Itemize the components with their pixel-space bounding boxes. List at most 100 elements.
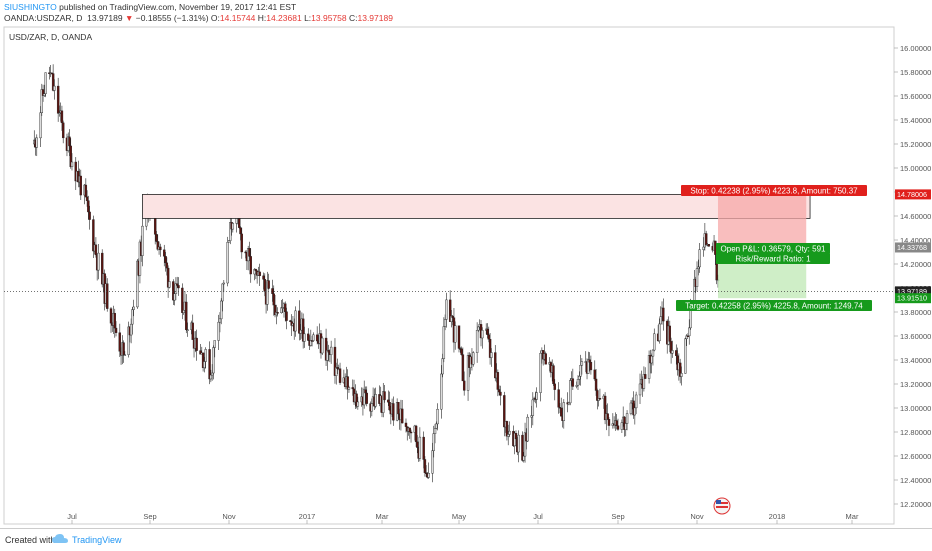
candle-body (182, 310, 185, 313)
candle-body (615, 420, 618, 426)
candle-body (303, 333, 306, 342)
candle-body (552, 365, 555, 385)
candle-body (263, 279, 267, 292)
y-tick-label: 14.40000 (900, 236, 931, 245)
price-axis[interactable]: 16.00000 15.80000 15.60000 15.40000 15.20000… (894, 44, 931, 509)
rr-label: Risk/Reward Ratio: 1 (735, 255, 811, 264)
candle-body (68, 136, 71, 147)
x-tick-label: Jul (67, 512, 77, 521)
publish-line: SIUSHINGTO published on TradingView.com,… (4, 2, 296, 12)
candle-body (231, 223, 235, 230)
candle-body (685, 335, 688, 340)
entry-price-tag: 14.33768 (897, 243, 927, 252)
candle-body (35, 137, 38, 148)
pnl-label: Open P&L: 0.36579, Qty: 591 (721, 245, 827, 254)
open-value: 14.15744 (219, 13, 256, 23)
candle-body (457, 325, 461, 349)
candle-body (346, 376, 349, 390)
candle-body (477, 326, 480, 331)
candle-body (481, 330, 484, 339)
candle-body (557, 389, 560, 408)
y-tick-label: 12.60000 (900, 452, 931, 461)
candle-body (122, 342, 125, 356)
target-label-bg (676, 300, 872, 311)
candle-body (163, 249, 166, 257)
stop-price-tag: 14.78006 (897, 190, 927, 199)
candle-body (418, 436, 422, 459)
candle-body (629, 402, 633, 414)
author-link[interactable]: SIUSHINGTO (4, 2, 57, 12)
y-tick-label: 16.00000 (900, 44, 931, 53)
x-tick-label: Mar (376, 512, 389, 521)
last-price: 13.97189 (87, 13, 123, 23)
candle-body (642, 374, 646, 389)
candle-body (208, 349, 211, 380)
candle-body (668, 325, 672, 342)
x-tick-label: Sep (143, 512, 156, 521)
candle-body (195, 337, 198, 351)
candle-body (675, 350, 678, 356)
candle-body (475, 330, 479, 353)
candle-body (624, 423, 627, 430)
candle-body (530, 415, 533, 418)
candle-body (544, 353, 547, 365)
x-tick-label: Sep (611, 512, 624, 521)
candle-body (365, 392, 368, 404)
candle-body (204, 349, 207, 362)
candle-body (315, 334, 319, 342)
candle-body (404, 422, 408, 427)
candle-body (106, 283, 109, 309)
resistance-zone[interactable] (142, 193, 811, 219)
candle-body (213, 340, 216, 348)
y-tick-label: 12.40000 (900, 476, 931, 485)
candle-body (531, 399, 535, 416)
candle-body (181, 287, 184, 313)
candle-body (490, 352, 493, 358)
candle-body (607, 418, 611, 426)
candle-body (431, 450, 434, 474)
y-tick-label: 12.80000 (900, 428, 931, 437)
candle-body (517, 434, 520, 453)
candle-body (486, 328, 489, 335)
candle-body (168, 281, 171, 288)
candles-layer (33, 64, 720, 483)
candle-body (347, 387, 351, 390)
candle-body (594, 378, 598, 391)
candle-body (174, 283, 178, 294)
candle-body (85, 196, 89, 201)
candle-body (671, 350, 674, 354)
candle-body (70, 161, 74, 167)
publish-info: published on TradingView.com, November 1… (59, 2, 297, 12)
candle-body (443, 319, 447, 327)
y-tick-label: 14.60000 (900, 212, 931, 221)
candle-body (113, 312, 116, 329)
candle-body (588, 359, 591, 363)
price-chart[interactable]: USD/ZAR, D, OANDA Stop: 0.42238 (2.95%) … (0, 0, 932, 526)
y-tick-label: 13.00000 (900, 404, 931, 413)
candle-body (186, 329, 189, 331)
candle-body (97, 252, 100, 271)
time-axis[interactable]: Jul Sep Nov 2017 Mar May Jul Sep Nov 2018 Mar (67, 512, 859, 524)
stop-zone[interactable] (717, 194, 807, 248)
y-tick-label: 12.20000 (900, 500, 931, 509)
candle-body (688, 327, 691, 337)
candle-body (462, 380, 466, 391)
y-tick-label: 13.20000 (900, 380, 931, 389)
candle-body (579, 365, 582, 377)
candle-body (435, 423, 438, 429)
candle-body (61, 122, 65, 139)
candle-body (553, 383, 556, 390)
candle-body (321, 337, 324, 354)
candle-body (284, 303, 287, 312)
candle-body (221, 283, 224, 302)
candle-body (164, 255, 167, 264)
candle-body (298, 310, 301, 334)
candle-body (643, 374, 647, 379)
candle-body (175, 283, 179, 286)
candle-body (392, 403, 395, 421)
candle-body (141, 225, 144, 256)
candle-body (514, 432, 518, 440)
entry-price-tag-bg (895, 242, 931, 253)
tradingview-link[interactable]: TradingView (72, 535, 122, 545)
candle-body (659, 316, 662, 325)
